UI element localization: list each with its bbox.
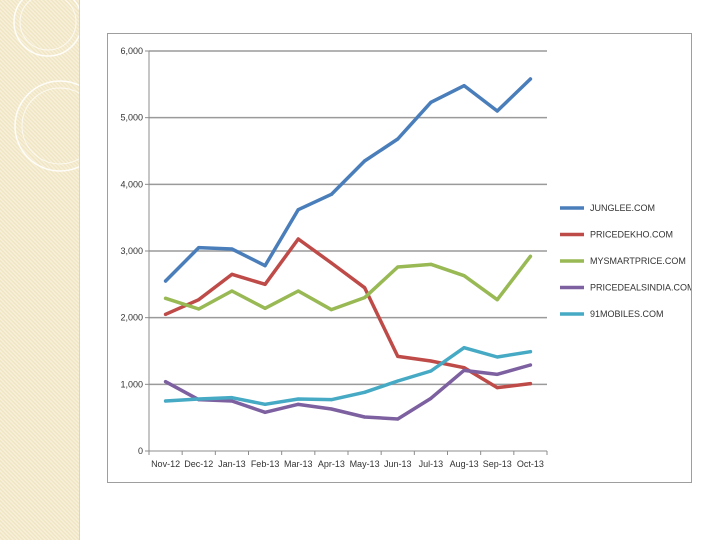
data-point bbox=[329, 398, 334, 402]
x-tick-label: Jun-13 bbox=[384, 459, 412, 469]
data-point bbox=[329, 407, 334, 411]
data-point bbox=[163, 296, 168, 300]
data-point bbox=[263, 282, 267, 286]
data-point bbox=[230, 247, 234, 251]
data-point bbox=[296, 237, 300, 241]
data-point bbox=[362, 159, 367, 163]
data-point bbox=[462, 84, 466, 88]
data-point bbox=[362, 286, 367, 290]
data-point bbox=[163, 399, 168, 403]
data-point bbox=[528, 363, 533, 367]
y-tick-label: 0 bbox=[138, 446, 143, 456]
data-point bbox=[329, 261, 334, 265]
data-point bbox=[495, 372, 499, 376]
data-point bbox=[296, 397, 300, 401]
data-point bbox=[396, 379, 400, 383]
data-point bbox=[429, 396, 433, 400]
line-chart: 0 1,000 2,000 3,000 4,000 5,000 6,000 Nov-12 Dec… bbox=[120, 46, 691, 469]
data-point bbox=[263, 306, 267, 310]
y-tick-label: 4,000 bbox=[120, 179, 143, 189]
data-point bbox=[396, 417, 400, 421]
data-point bbox=[429, 359, 433, 363]
x-tick-label: Jul-13 bbox=[419, 459, 444, 469]
data-point bbox=[230, 399, 234, 403]
data-point bbox=[429, 262, 433, 266]
data-point bbox=[396, 137, 400, 141]
data-point bbox=[495, 298, 499, 302]
data-point bbox=[528, 254, 533, 258]
data-point bbox=[296, 208, 300, 212]
legend-label: PRICEDEKHO.COM bbox=[590, 230, 673, 240]
y-tick-label: 2,000 bbox=[120, 313, 143, 323]
y-tick-label: 5,000 bbox=[120, 113, 143, 123]
legend-label: MYSMARTPRICE.COM bbox=[590, 256, 686, 266]
data-point bbox=[163, 312, 168, 316]
decorative-circles bbox=[13, 0, 106, 172]
data-point bbox=[163, 380, 168, 384]
series-line bbox=[163, 237, 533, 390]
data-point bbox=[197, 397, 201, 401]
legend-label: PRICEDEALSINDIA.COM bbox=[590, 283, 691, 293]
data-point bbox=[429, 369, 433, 373]
series-line bbox=[163, 77, 533, 283]
series-line bbox=[163, 363, 533, 421]
data-point bbox=[296, 402, 300, 406]
data-point bbox=[263, 264, 267, 268]
x-tick-label: Dec-12 bbox=[184, 459, 213, 469]
data-point bbox=[263, 402, 267, 406]
data-point bbox=[495, 386, 499, 390]
legend-label: JUNGLEE.COM bbox=[590, 203, 655, 213]
x-tick-label: Aug-13 bbox=[450, 459, 479, 469]
data-point bbox=[163, 279, 168, 283]
x-tick-label: Sep-13 bbox=[483, 459, 512, 469]
chart-frame: 0 1,000 2,000 3,000 4,000 5,000 6,000 Nov-12 Dec… bbox=[107, 33, 692, 483]
series-line bbox=[163, 345, 533, 407]
data-point bbox=[462, 346, 466, 350]
data-point bbox=[528, 382, 533, 386]
data-point bbox=[495, 355, 499, 359]
data-point bbox=[362, 296, 367, 300]
data-point bbox=[329, 308, 334, 312]
data-point bbox=[230, 396, 234, 400]
x-tick-label: Nov-12 bbox=[151, 459, 180, 469]
legend-label: 91MOBILES.COM bbox=[590, 309, 664, 319]
data-point bbox=[528, 77, 533, 81]
x-tick-label: Feb-13 bbox=[251, 459, 280, 469]
data-point bbox=[362, 390, 367, 394]
y-tick-label: 3,000 bbox=[120, 246, 143, 256]
data-point bbox=[329, 192, 334, 196]
data-point bbox=[197, 246, 201, 250]
data-point bbox=[495, 109, 499, 113]
data-point bbox=[462, 274, 466, 278]
data-point bbox=[197, 307, 201, 311]
data-point bbox=[528, 350, 533, 354]
side-divider bbox=[79, 0, 80, 540]
x-tick-label: Mar-13 bbox=[284, 459, 313, 469]
x-tick-label: Oct-13 bbox=[517, 459, 544, 469]
data-point bbox=[396, 265, 400, 269]
data-point bbox=[362, 415, 367, 419]
series-line bbox=[163, 254, 533, 312]
data-point bbox=[462, 366, 466, 370]
data-point bbox=[462, 368, 466, 372]
x-tick-label: May-13 bbox=[350, 459, 380, 469]
x-tick-label: Jan-13 bbox=[218, 459, 246, 469]
x-tick-label: Apr-13 bbox=[318, 459, 345, 469]
data-point bbox=[429, 100, 433, 104]
data-point bbox=[230, 289, 234, 293]
data-point bbox=[197, 298, 201, 302]
data-point bbox=[263, 410, 267, 414]
data-point bbox=[230, 272, 234, 276]
data-point bbox=[396, 354, 400, 358]
y-tick-label: 1,000 bbox=[120, 379, 143, 389]
data-point bbox=[296, 289, 300, 293]
decorative-side-panel bbox=[0, 0, 106, 540]
y-tick-label: 6,000 bbox=[120, 46, 143, 56]
